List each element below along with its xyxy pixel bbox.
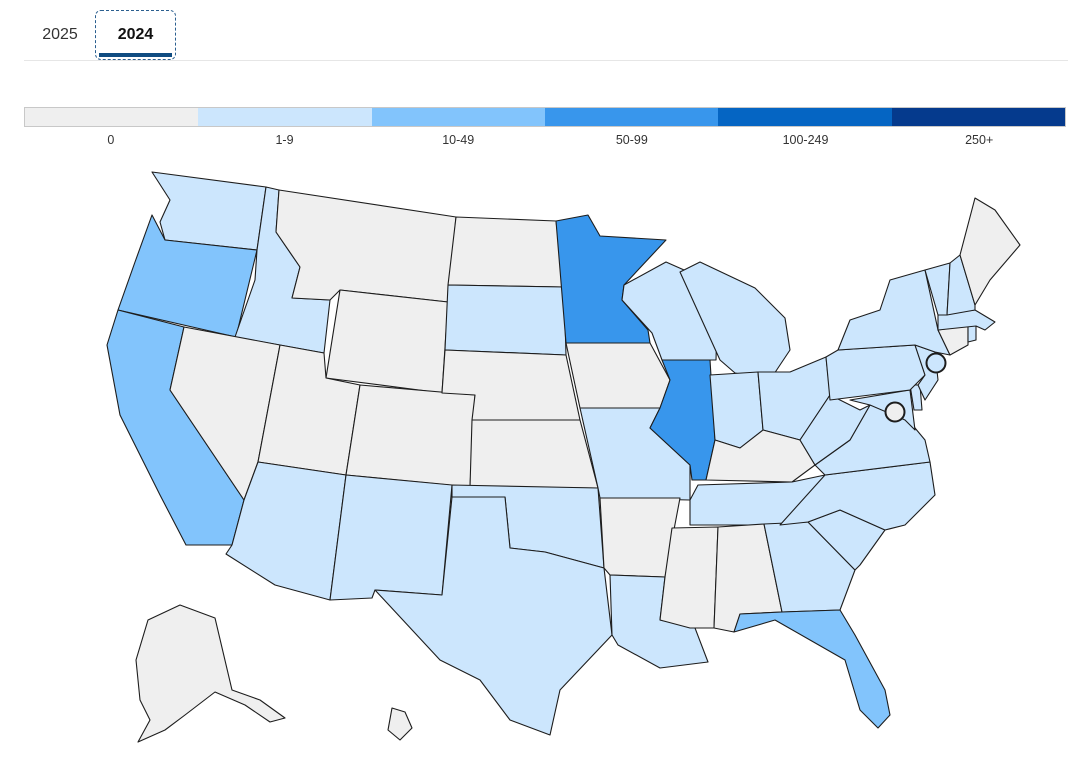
state-MT[interactable] (275, 189, 457, 303)
legend-swatch-250-plus (891, 108, 1065, 126)
state-HI[interactable] (387, 707, 413, 741)
state-NM[interactable] (329, 474, 453, 601)
legend-swatch-10-49 (371, 108, 545, 126)
state-TX[interactable] (374, 496, 613, 736)
state-IA[interactable] (565, 342, 671, 409)
cities-layer (884, 352, 947, 423)
legend-label: 1-9 (275, 133, 294, 147)
state-SD[interactable] (444, 284, 567, 356)
legend-label: 50-99 (615, 133, 648, 147)
legend-labels: 0 1-9 10-49 50-99 100-249 250+ (24, 133, 1066, 147)
year-tabs: 2025 2024 (24, 10, 1068, 61)
states-layer (106, 171, 1021, 743)
state-CO[interactable] (345, 384, 476, 488)
tab-2024[interactable]: 2024 (95, 10, 176, 60)
legend-swatch-1-9 (198, 108, 372, 126)
color-legend: 0 1-9 10-49 50-99 100-249 250+ (24, 107, 1066, 147)
state-KS[interactable] (469, 419, 599, 489)
state-MI[interactable] (679, 261, 791, 381)
state-NY[interactable] (837, 269, 951, 356)
state-DE[interactable] (909, 384, 923, 411)
tab-2024-label: 2024 (117, 26, 154, 43)
legend-bar (24, 107, 1066, 127)
legend-label: 250+ (965, 133, 994, 147)
state-NH[interactable] (946, 254, 976, 316)
legend-swatch-50-99 (544, 108, 719, 126)
tab-2025[interactable]: 2025 (42, 26, 78, 43)
state-ND[interactable] (447, 216, 565, 288)
state-WA[interactable] (151, 171, 267, 251)
state-WY[interactable] (325, 289, 449, 394)
state-RI[interactable] (967, 325, 977, 343)
state-FL[interactable] (733, 609, 891, 729)
selected-tab-indicator (99, 53, 172, 57)
state-AK[interactable] (135, 604, 286, 743)
city-marker-washington-dc[interactable] (884, 401, 906, 423)
state-KY[interactable] (705, 429, 816, 483)
legend-swatch-0 (25, 108, 199, 126)
state-ME[interactable] (959, 197, 1021, 306)
legend-label: 10-49 (442, 133, 475, 147)
city-marker-new-york[interactable] (925, 352, 947, 374)
legend-label: 100-249 (782, 133, 829, 147)
legend-swatch-100-249 (718, 108, 892, 126)
legend-label: 0 (107, 133, 115, 147)
